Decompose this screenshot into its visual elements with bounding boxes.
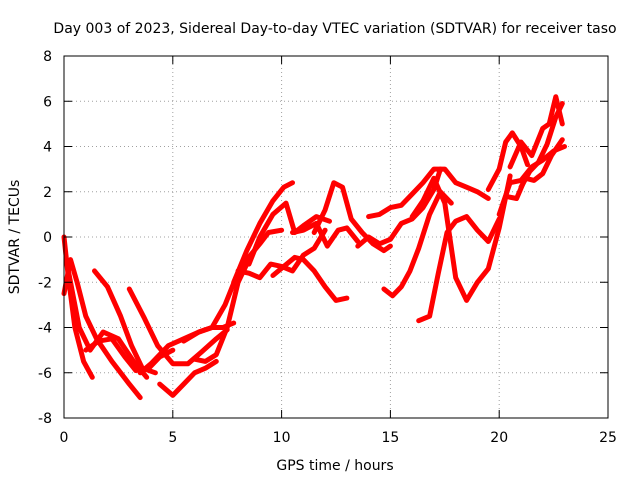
satellite-track-19: [381, 189, 454, 299]
y-tick-label: -6: [38, 366, 52, 382]
satellite-track-11: [231, 180, 295, 285]
satellite-track-21: [409, 173, 513, 303]
satellite-track-13: [246, 200, 332, 267]
satellite-track-2: [61, 234, 95, 380]
y-tick-label: 6: [43, 94, 52, 110]
satellite-track-26: [518, 101, 565, 190]
satellite-track-14: [270, 254, 350, 303]
satellite-track-25: [503, 137, 565, 201]
x-tick-label: 15: [381, 430, 399, 446]
satellite-track-22: [485, 130, 530, 192]
x-tick-label: 20: [490, 430, 508, 446]
x-tick-label: 5: [168, 430, 177, 446]
y-tick-label: -8: [38, 411, 52, 427]
y-tick-label: -4: [38, 321, 52, 337]
x-axis-label: GPS time / hours: [276, 458, 393, 474]
satellite-track-16: [290, 220, 361, 249]
satellite-track-6: [126, 286, 230, 367]
satellite-track-1: [61, 257, 143, 401]
satellite-track-20: [416, 214, 502, 324]
satellite-track-17: [355, 166, 443, 249]
satellite-track-7: [157, 358, 219, 398]
y-tick-label: 0: [43, 230, 52, 246]
satellite-track-24: [507, 94, 565, 170]
series-group: [61, 94, 567, 401]
y-axis-label: SDTVAR / TECUs: [7, 180, 23, 295]
satellite-track-15: [311, 180, 393, 254]
satellite-track-9: [192, 257, 252, 364]
axis-ticks: 0 5 10 15 20 25 -8 -6 -4 -2 0 2 4 6 8: [38, 49, 617, 446]
x-tick-label: 25: [599, 430, 617, 446]
y-tick-label: -2: [38, 275, 52, 291]
satellite-track-18: [366, 166, 491, 220]
y-tick-label: 4: [43, 140, 52, 156]
satellite-track-3: [63, 257, 150, 380]
y-tick-label: 8: [43, 49, 52, 65]
x-tick-label: 0: [60, 430, 69, 446]
x-tick-label: 10: [273, 430, 291, 446]
y-tick-label: 2: [43, 185, 52, 201]
chart-title: Day 003 of 2023, Sidereal Day-to-day VTE…: [53, 21, 616, 37]
